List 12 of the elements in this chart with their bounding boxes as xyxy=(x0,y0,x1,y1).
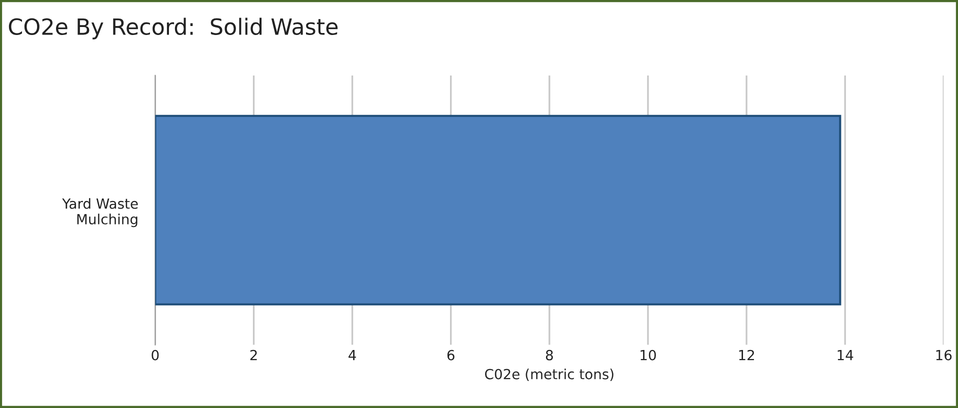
x-tick-label: 12 xyxy=(739,350,754,360)
x-tick-label: 4 xyxy=(348,350,356,360)
x-axis-title: C02e (metric tons) xyxy=(485,368,614,382)
x-tick-label: 2 xyxy=(250,350,257,360)
x-tick-label: 0 xyxy=(152,350,159,360)
x-tick-label: 6 xyxy=(447,350,454,360)
x-tick-label: 10 xyxy=(640,350,656,360)
x-tick-label: 16 xyxy=(936,350,952,360)
x-tick-label: 8 xyxy=(546,350,553,360)
chart-title: CO2e By Record: Solid Waste xyxy=(8,18,338,40)
x-tick-label: 14 xyxy=(838,350,854,360)
y-tick-label: Yard Waste Mulching xyxy=(62,198,138,228)
